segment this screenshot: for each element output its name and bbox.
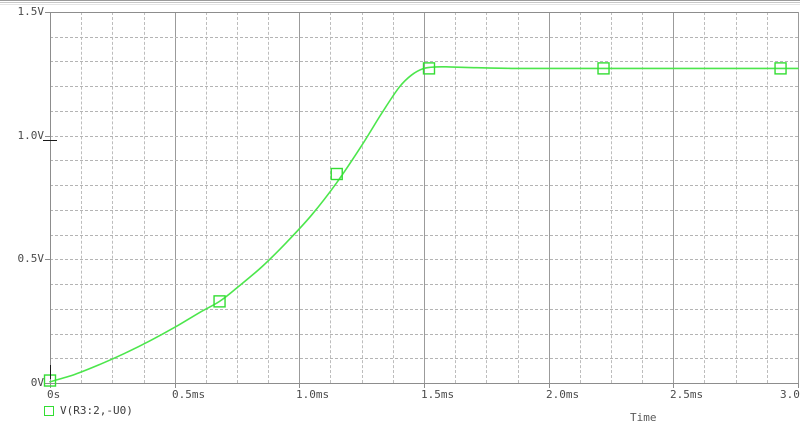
gridline-vertical-minor	[611, 12, 612, 383]
cursor-vertical-line[interactable]	[50, 365, 51, 379]
x-axis-tick-label: 3.0ms	[780, 388, 800, 401]
x-axis-title: Time	[630, 411, 657, 422]
y-axis-tick-label: 1.5V	[17, 5, 45, 18]
x-axis-tick-label: 2.0ms	[546, 388, 580, 401]
y-axis-tick-label: 0.5V	[17, 252, 45, 265]
gridline-vertical-major	[549, 12, 550, 383]
gridline-vertical-minor	[362, 12, 363, 383]
legend-label: V(R3:2,-U0)	[60, 404, 133, 417]
gridline-vertical-minor	[642, 12, 643, 383]
window-top-border-2	[0, 2, 800, 3]
gridline-vertical-major	[175, 12, 176, 383]
window-top-border-3	[0, 4, 800, 5]
gridline-vertical-minor	[486, 12, 487, 383]
axis-top-line	[50, 12, 798, 13]
gridline-vertical-minor	[206, 12, 207, 383]
gridline-vertical-minor	[580, 12, 581, 383]
gridline-vertical-minor	[268, 12, 269, 383]
gridline-horizontal-minor	[50, 358, 798, 359]
x-axis-tick	[798, 383, 799, 388]
gridline-vertical-minor	[767, 12, 768, 383]
window-top-border	[0, 0, 800, 1]
x-axis-tick	[424, 383, 425, 388]
gridline-vertical-major	[798, 12, 799, 383]
gridline-horizontal-minor	[50, 210, 798, 211]
gridline-vertical-minor	[237, 12, 238, 383]
gridline-horizontal-minor	[50, 284, 798, 285]
gridline-vertical-minor	[112, 12, 113, 383]
gridline-vertical-minor	[455, 12, 456, 383]
x-axis-tick-label: 1.5ms	[421, 388, 455, 401]
gridline-vertical-minor	[81, 12, 82, 383]
x-axis-tick-label: 0s	[47, 388, 61, 401]
y-axis-tick	[45, 259, 50, 260]
gridline-horizontal-minor	[50, 185, 798, 186]
gridline-vertical-minor	[330, 12, 331, 383]
gridline-vertical-minor	[393, 12, 394, 383]
x-axis-tick	[299, 383, 300, 388]
gridline-vertical-minor	[518, 12, 519, 383]
gridline-horizontal-minor	[50, 259, 798, 260]
y-axis-tick	[45, 12, 50, 13]
gridline-horizontal-minor	[50, 136, 798, 137]
x-axis-tick	[175, 383, 176, 388]
gridline-horizontal-minor	[50, 309, 798, 310]
y-axis-tick	[45, 136, 50, 137]
axis-bottom-line	[50, 383, 798, 384]
gridline-vertical-major	[299, 12, 300, 383]
cursor-horizontal-line[interactable]	[43, 140, 57, 141]
gridline-horizontal-minor	[50, 111, 798, 112]
x-axis-tick-label: 1.0ms	[296, 388, 330, 401]
gridline-vertical-minor	[704, 12, 705, 383]
gridline-vertical-major	[424, 12, 425, 383]
gridline-vertical-minor	[144, 12, 145, 383]
y-axis-tick-label: 0V	[30, 376, 44, 389]
legend[interactable]: V(R3:2,-U0)	[44, 404, 133, 417]
gridline-vertical-minor	[736, 12, 737, 383]
gridline-horizontal-minor	[50, 235, 798, 236]
x-axis-tick-label: 0.5ms	[172, 388, 206, 401]
x-axis-tick	[673, 383, 674, 388]
axis-left-line	[50, 12, 51, 383]
gridline-horizontal-minor	[50, 86, 798, 87]
y-axis-tick-label: 1.0V	[17, 129, 45, 142]
legend-marker-icon	[44, 405, 54, 416]
gridline-horizontal-minor	[50, 61, 798, 62]
gridline-horizontal-minor	[50, 334, 798, 335]
gridline-horizontal-minor	[50, 160, 798, 161]
gridline-horizontal-minor	[50, 37, 798, 38]
x-axis-tick	[549, 383, 550, 388]
x-axis-tick-label: 2.5ms	[670, 388, 704, 401]
gridline-vertical-major	[673, 12, 674, 383]
